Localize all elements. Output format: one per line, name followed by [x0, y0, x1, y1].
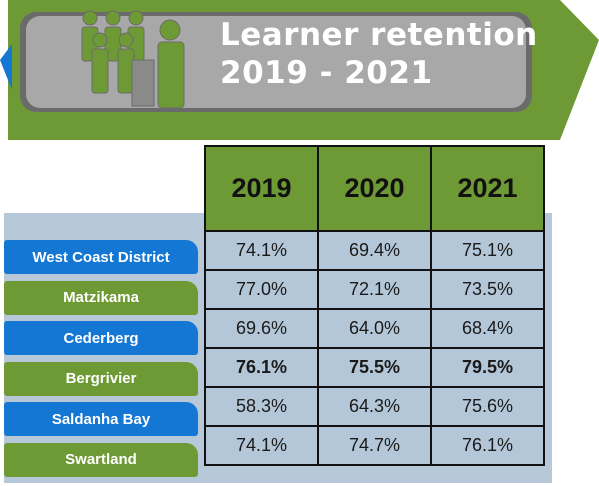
- retention-table: 2019 2020 2021 74.1% 69.4% 75.1% 77.0% 72.1% 73…: [204, 145, 545, 466]
- table-row: 69.6% 64.0% 68.4%: [204, 308, 545, 349]
- table-cell: 75.6%: [430, 386, 545, 427]
- row-label: Saldanha Bay: [4, 402, 198, 436]
- table-cell: 77.0%: [204, 269, 319, 310]
- header-row: 2019 2020 2021: [204, 145, 545, 232]
- row-label: Bergrivier: [4, 361, 198, 396]
- table-cell: 75.5%: [317, 347, 432, 388]
- table-cell: 76.1%: [430, 425, 545, 466]
- table-cell: 74.7%: [317, 425, 432, 466]
- table-cell: 74.1%: [204, 425, 319, 466]
- row-label: Cederberg: [4, 321, 198, 355]
- table-cell: 74.1%: [204, 230, 319, 271]
- row-label: Matzikama: [4, 280, 198, 315]
- page-title: Learner retention 2019 - 2021: [220, 16, 538, 92]
- banner-shape: [0, 0, 599, 140]
- table-cell: 72.1%: [317, 269, 432, 310]
- table-row: 77.0% 72.1% 73.5%: [204, 269, 545, 310]
- table-cell: 76.1%: [204, 347, 319, 388]
- header-banner: Learner retention 2019 - 2021: [0, 0, 599, 150]
- table-cell: 64.0%: [317, 308, 432, 349]
- title-line-2: 2019 - 2021: [220, 55, 433, 91]
- learners-icon: [81, 10, 185, 109]
- table-cell: 58.3%: [204, 386, 319, 427]
- table-cell: 64.3%: [317, 386, 432, 427]
- table-row: 74.1% 69.4% 75.1%: [204, 230, 545, 271]
- column-header-2019: 2019: [204, 145, 319, 232]
- row-labels: West Coast District Matzikama Cederberg Ber…: [4, 240, 198, 483]
- table-cell: 75.1%: [430, 230, 545, 271]
- title-line-1: Learner retention: [220, 17, 538, 53]
- table-cell: 79.5%: [430, 347, 545, 388]
- row-label: West Coast District: [4, 240, 198, 274]
- table-cell: 68.4%: [430, 308, 545, 349]
- column-header-2020: 2020: [317, 145, 432, 232]
- column-header-2021: 2021: [430, 145, 545, 232]
- table-row: 76.1% 75.5% 79.5%: [204, 347, 545, 388]
- table-row: 74.1% 74.7% 76.1%: [204, 425, 545, 466]
- row-label: Swartland: [4, 442, 198, 477]
- table-row: 58.3% 64.3% 75.6%: [204, 386, 545, 427]
- table-cell: 69.4%: [317, 230, 432, 271]
- table-cell: 73.5%: [430, 269, 545, 310]
- table-cell: 69.6%: [204, 308, 319, 349]
